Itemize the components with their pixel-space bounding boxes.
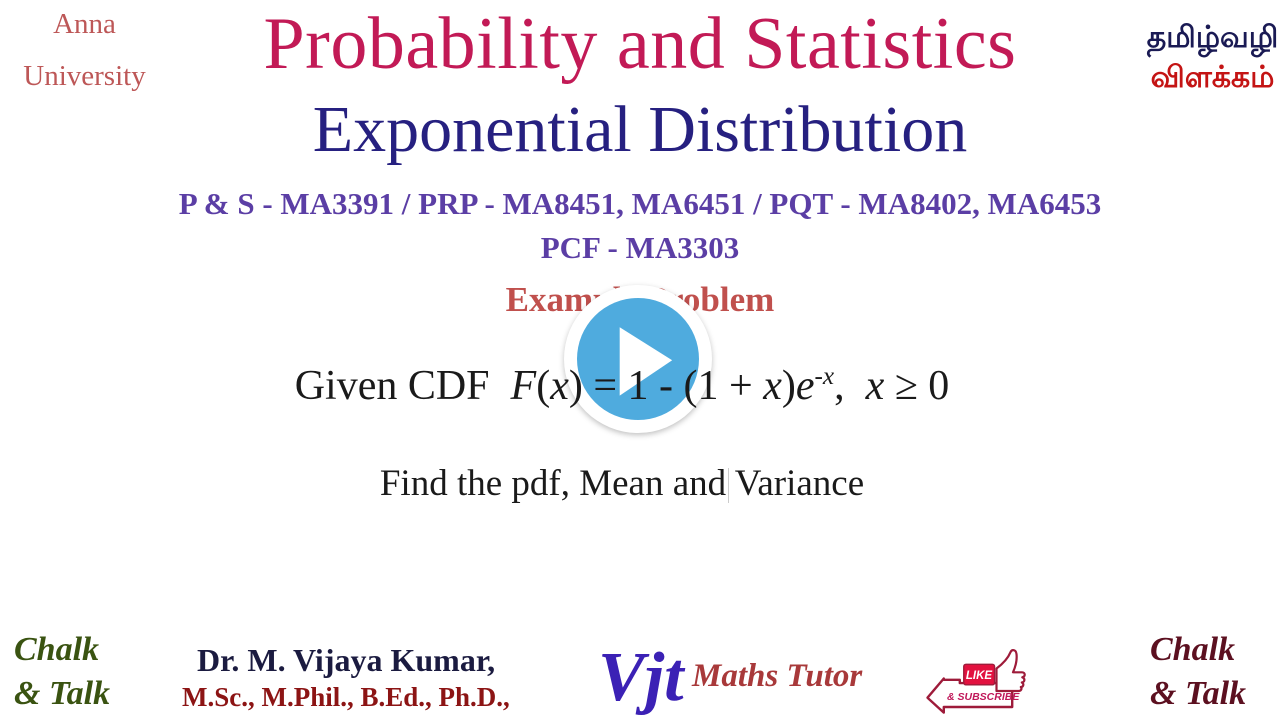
svg-text:& SUBSCRIBE: & SUBSCRIBE (947, 691, 1020, 703)
svg-text:LIKE: LIKE (966, 670, 993, 682)
